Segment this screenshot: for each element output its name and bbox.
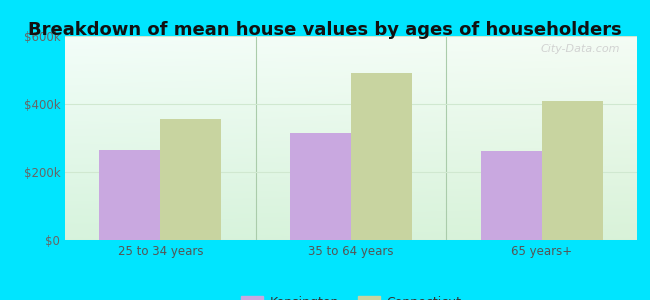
Bar [541,100,603,240]
Bar [161,119,222,240]
Text: City-Data.com: City-Data.com [540,44,620,54]
Bar [480,151,541,240]
Bar [351,74,412,240]
Bar [99,150,161,240]
Bar [290,133,351,240]
Legend: Kensington, Connecticut: Kensington, Connecticut [236,291,466,300]
Text: Breakdown of mean house values by ages of householders: Breakdown of mean house values by ages o… [28,21,622,39]
